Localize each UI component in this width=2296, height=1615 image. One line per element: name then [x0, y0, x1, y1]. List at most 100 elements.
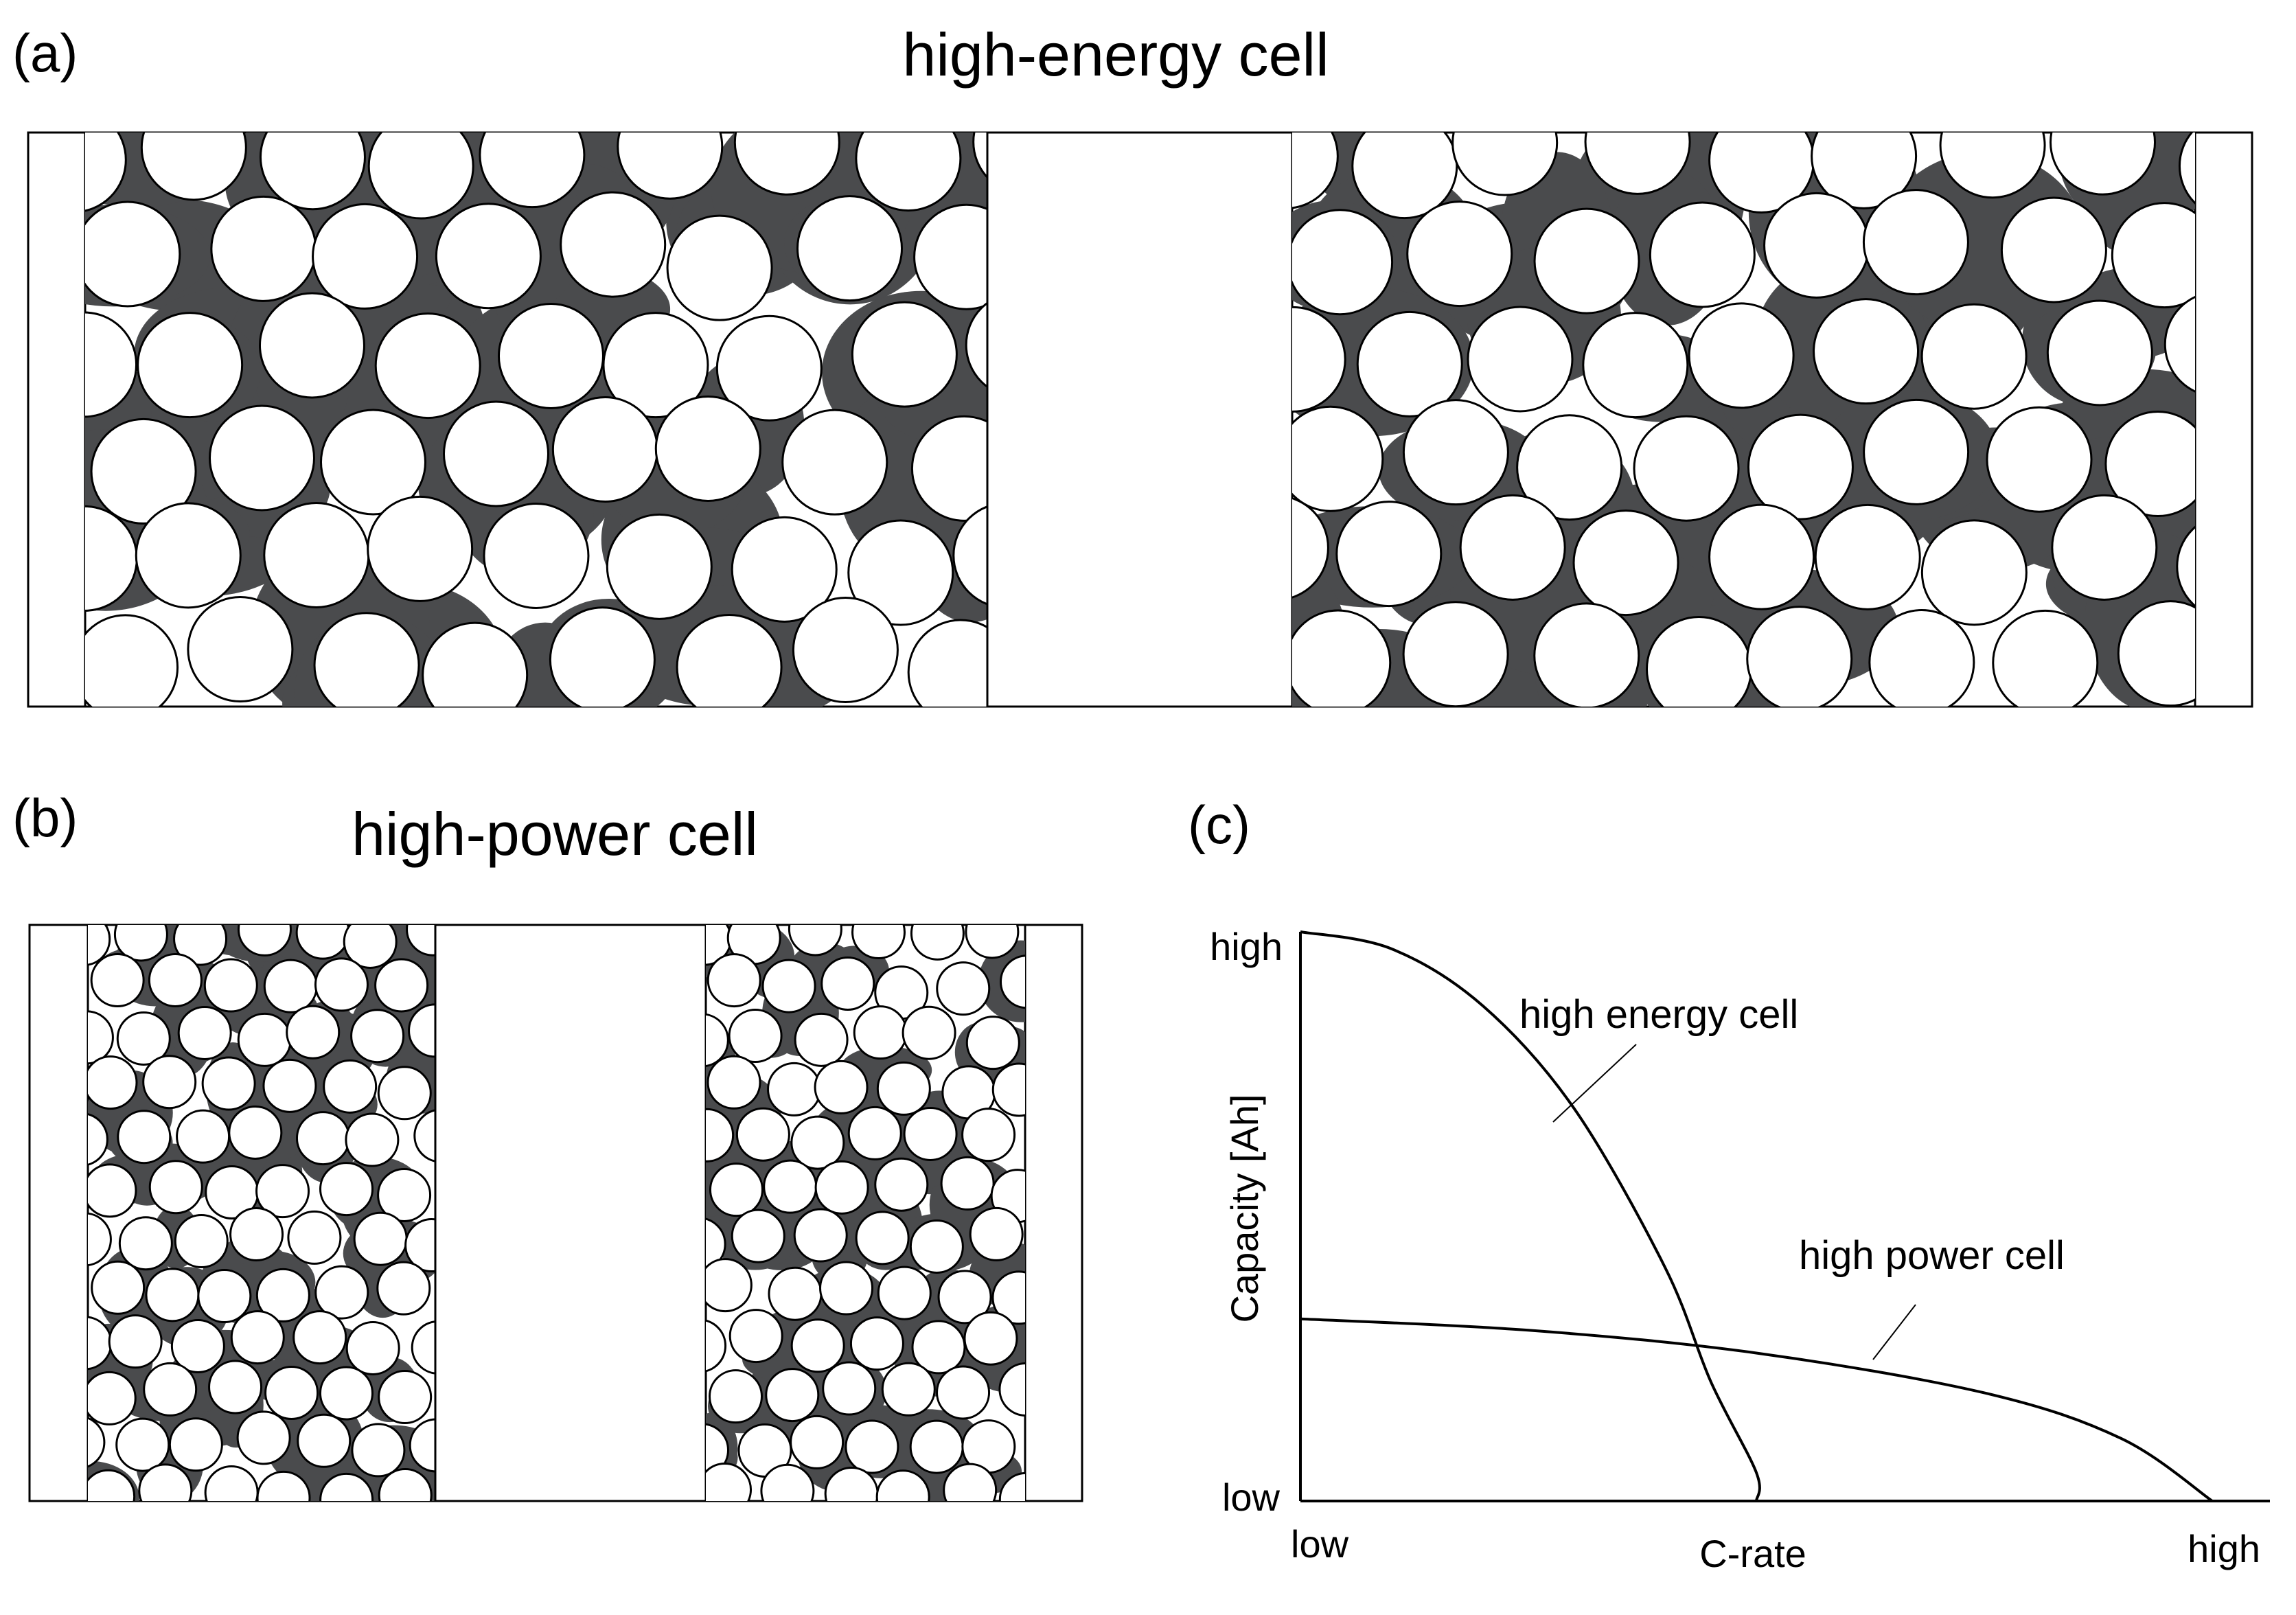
active-particle: [715, 314, 823, 422]
active-particle: [479, 133, 586, 209]
active-particle: [255, 1164, 310, 1219]
active-particle: [350, 1009, 405, 1064]
active-particle: [255, 1268, 310, 1322]
active-particle: [909, 1219, 964, 1274]
active-particle: [781, 409, 888, 516]
active-particle: [991, 1270, 1025, 1325]
active-particle: [88, 1212, 112, 1267]
active-particle: [85, 201, 181, 308]
active-particle: [617, 133, 724, 200]
active-particle: [236, 1410, 291, 1465]
active-particle: [794, 1012, 849, 1067]
active-particle: [733, 133, 840, 196]
active-particle: [875, 1469, 930, 1501]
active-particle: [1688, 302, 1795, 409]
active-particle: [654, 395, 761, 502]
active-particle: [135, 502, 242, 609]
active-particle: [1292, 497, 1329, 599]
active-particle: [991, 1062, 1025, 1117]
active-particle: [197, 1269, 252, 1324]
active-particle: [411, 1320, 435, 1375]
active-particle: [731, 516, 838, 623]
series-line-high-energy-cell: [1300, 930, 1761, 1502]
active-particle: [606, 513, 713, 620]
active-particle: [676, 613, 783, 707]
active-particle: [903, 1106, 958, 1161]
active-particle: [708, 1369, 763, 1424]
active-particle: [2176, 525, 2195, 608]
active-particle: [148, 1160, 203, 1215]
active-particle: [264, 1365, 319, 1420]
y-axis-label: Capacity [Ah]: [1223, 1094, 1266, 1322]
active-particle: [323, 1059, 378, 1114]
active-particle: [286, 1005, 341, 1060]
active-particle: [88, 1371, 137, 1425]
active-particle: [404, 1218, 435, 1273]
active-particle: [940, 1156, 995, 1211]
high-power-cell-diagram: [28, 924, 1083, 1502]
active-particle: [1868, 609, 1975, 707]
panel-c-tag: (c): [1188, 794, 1250, 855]
active-particle: [1814, 503, 1921, 610]
active-particle: [763, 1159, 818, 1214]
active-particle: [937, 1270, 992, 1325]
active-particle: [853, 1005, 908, 1060]
active-particle: [176, 1109, 231, 1164]
active-particle: [168, 1417, 223, 1472]
active-particle: [2000, 196, 2107, 303]
active-particle: [790, 1318, 845, 1373]
active-particle: [1292, 209, 1394, 316]
active-particle: [1292, 609, 1392, 707]
active-particle: [319, 1162, 374, 1217]
active-particle: [88, 1010, 114, 1065]
active-particle: [819, 1261, 874, 1316]
electrode-right-b: [706, 925, 1025, 1501]
x-axis-label: C-rate: [1699, 1532, 1806, 1575]
active-particle: [847, 519, 954, 626]
active-particle: [910, 925, 965, 961]
active-particle: [788, 925, 842, 957]
x-tick-high: high: [2188, 1527, 2260, 1570]
active-particle: [761, 959, 816, 1013]
active-particle: [108, 1314, 163, 1369]
active-particle: [237, 1012, 292, 1067]
active-particle: [760, 1463, 815, 1501]
active-particle: [88, 1163, 137, 1218]
active-particle: [116, 1011, 171, 1066]
active-particle: [1467, 306, 1574, 413]
active-particle: [117, 1110, 172, 1165]
active-particle: [822, 1361, 877, 1416]
active-particle: [230, 1310, 285, 1365]
active-particle: [790, 1414, 845, 1469]
active-particle: [1708, 503, 1815, 610]
active-particle: [1451, 133, 1559, 196]
active-particle: [295, 925, 350, 960]
active-particle: [497, 303, 604, 410]
active-particle: [909, 1419, 964, 1474]
active-particle: [351, 1423, 406, 1478]
active-particle: [2050, 133, 2156, 196]
active-particle: [706, 1258, 753, 1313]
leader-line-high-power-cell: [1872, 1304, 1916, 1360]
active-particle: [2163, 295, 2195, 393]
active-particle: [406, 925, 435, 957]
active-particle: [706, 1217, 726, 1271]
active-particle: [376, 1261, 431, 1316]
active-particle: [1763, 192, 1870, 299]
active-particle: [1747, 413, 1854, 520]
active-particle: [208, 404, 315, 512]
active-particle: [142, 1055, 197, 1110]
active-particle: [2178, 133, 2195, 205]
active-particle: [907, 619, 987, 707]
active-particle: [913, 203, 987, 310]
active-particle: [88, 925, 111, 966]
active-particle: [2111, 202, 2195, 309]
active-particle: [1920, 303, 2028, 410]
active-particle: [2104, 411, 2195, 518]
active-particle: [91, 1260, 146, 1315]
active-particle: [88, 1469, 136, 1501]
active-particle: [551, 396, 658, 503]
active-particle: [666, 214, 773, 321]
active-particle: [377, 1167, 432, 1222]
